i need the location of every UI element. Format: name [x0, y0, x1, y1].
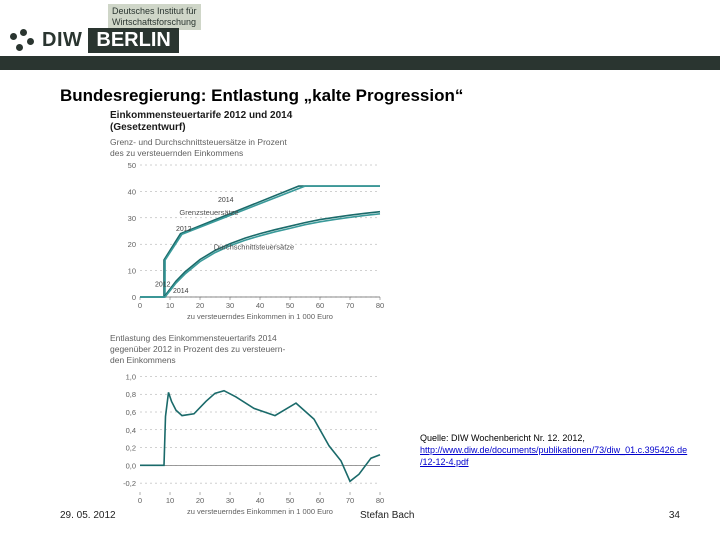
chart1-subtitle: Grenz- und Durchschnittsteuersätze in Pr… — [110, 137, 430, 159]
institute-line2: Wirtschaftsforschung — [112, 17, 196, 27]
svg-text:zu versteuerndes Einkommen in: zu versteuerndes Einkommen in 1 000 Euro — [187, 312, 333, 321]
footer-date: 29. 05. 2012 — [60, 510, 116, 521]
svg-text:30: 30 — [226, 496, 234, 505]
svg-text:70: 70 — [346, 496, 354, 505]
chart1-block: Einkommensteuertarife 2012 und 2014 (Ges… — [110, 110, 430, 323]
svg-text:1,0: 1,0 — [126, 372, 136, 381]
svg-text:-0,2: -0,2 — [123, 479, 136, 488]
chart2-svg: -0,20,00,20,40,60,81,001020304050607080z… — [110, 368, 386, 518]
svg-text:2014: 2014 — [173, 288, 189, 295]
chart1-title-line1: Einkommensteuertarife 2012 und 2014 — [110, 110, 430, 121]
svg-text:70: 70 — [346, 301, 354, 310]
chart2-title: Entlastung des Einkommensteuertarifs 201… — [110, 333, 430, 366]
footer: 29. 05. 2012 Stefan Bach 34 — [0, 510, 720, 526]
svg-text:50: 50 — [286, 301, 294, 310]
svg-text:2012: 2012 — [176, 226, 192, 233]
svg-text:20: 20 — [196, 301, 204, 310]
footer-author: Stefan Bach — [360, 510, 414, 521]
svg-text:2014: 2014 — [218, 197, 234, 204]
svg-text:10: 10 — [166, 301, 174, 310]
svg-text:40: 40 — [256, 301, 264, 310]
institute-label: Deutsches Institut für Wirtschaftsforsch… — [108, 4, 201, 30]
svg-text:80: 80 — [376, 496, 384, 505]
svg-text:0: 0 — [132, 293, 136, 302]
svg-text:Grenzsteuersätze: Grenzsteuersätze — [179, 208, 238, 217]
header-bar — [0, 56, 720, 70]
svg-text:0,6: 0,6 — [126, 408, 136, 417]
logo-text: DIW — [42, 29, 82, 52]
svg-text:20: 20 — [196, 496, 204, 505]
chart-area: Einkommensteuertarife 2012 und 2014 (Ges… — [110, 110, 430, 518]
svg-text:2012: 2012 — [155, 281, 171, 288]
svg-text:10: 10 — [128, 267, 136, 276]
svg-text:30: 30 — [128, 214, 136, 223]
svg-text:40: 40 — [256, 496, 264, 505]
logo: DIW BERLIN — [10, 28, 179, 53]
source-link-line2[interactable]: /12-12-4.pdf — [420, 457, 469, 467]
svg-text:60: 60 — [316, 496, 324, 505]
source-link-line1[interactable]: http://www.diw.de/documents/publikatione… — [420, 445, 687, 455]
svg-text:50: 50 — [128, 161, 136, 170]
svg-text:0,4: 0,4 — [126, 426, 136, 435]
svg-text:10: 10 — [166, 496, 174, 505]
chart1-svg: 0 10 20 30 40 50 0 10 20 30 40 50 60 70 80 zu versteuer… — [110, 161, 386, 323]
source-prefix: Quelle: DIW Wochenbericht Nr. 12. 2012, — [420, 433, 585, 443]
svg-text:0: 0 — [138, 496, 142, 505]
logo-dots-icon — [10, 29, 34, 53]
svg-text:Durchschnittsteuersätze: Durchschnittsteuersätze — [214, 242, 294, 251]
svg-text:0,0: 0,0 — [126, 461, 136, 470]
institute-line1: Deutsches Institut für — [112, 6, 197, 16]
svg-text:40: 40 — [128, 187, 136, 196]
svg-text:0,2: 0,2 — [126, 444, 136, 453]
chart2-block: Entlastung des Einkommensteuertarifs 201… — [110, 333, 430, 518]
svg-text:60: 60 — [316, 301, 324, 310]
svg-text:0,8: 0,8 — [126, 390, 136, 399]
svg-text:0: 0 — [138, 301, 142, 310]
svg-text:80: 80 — [376, 301, 384, 310]
logo-box: BERLIN — [88, 28, 178, 53]
header: Deutsches Institut für Wirtschaftsforsch… — [0, 0, 720, 70]
svg-text:30: 30 — [226, 301, 234, 310]
slide-title: Bundesregierung: Entlastung „kalte Progr… — [60, 86, 463, 106]
source-box: Quelle: DIW Wochenbericht Nr. 12. 2012, … — [420, 432, 690, 468]
footer-page: 34 — [669, 510, 680, 521]
svg-text:20: 20 — [128, 240, 136, 249]
svg-text:50: 50 — [286, 496, 294, 505]
chart1-title-line2: (Gesetzentwurf) — [110, 122, 430, 133]
